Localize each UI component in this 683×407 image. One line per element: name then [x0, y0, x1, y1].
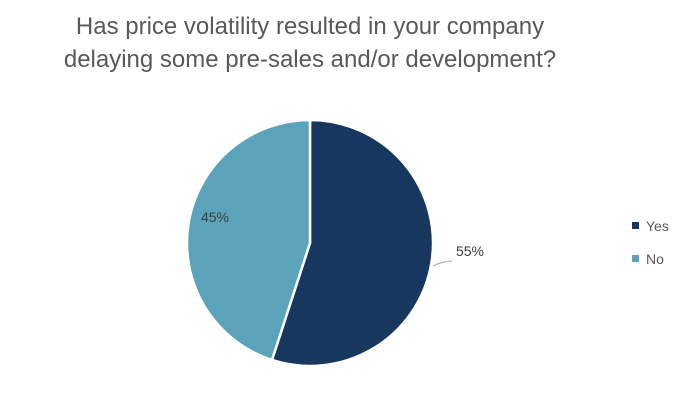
chart-title: Has price volatility resulted in your co… — [0, 10, 620, 76]
pie-slice-yes — [270, 118, 435, 368]
leader-line-yes — [432, 260, 453, 267]
legend-item-yes: Yes — [632, 216, 669, 235]
pie-slice-no — [185, 118, 312, 362]
legend: Yes No — [632, 216, 669, 282]
legend-item-no: No — [632, 249, 669, 268]
legend-swatch-yes — [632, 222, 639, 229]
data-label-no: 45% — [201, 209, 229, 225]
title-line-2: delaying some pre-sales and/or developme… — [63, 46, 557, 73]
data-label-yes: 55% — [456, 243, 484, 259]
legend-swatch-no — [632, 255, 639, 262]
title-line-1: Has price volatility resulted in your co… — [75, 13, 545, 40]
legend-label-no: No — [646, 250, 664, 267]
legend-label-yes: Yes — [646, 217, 669, 234]
